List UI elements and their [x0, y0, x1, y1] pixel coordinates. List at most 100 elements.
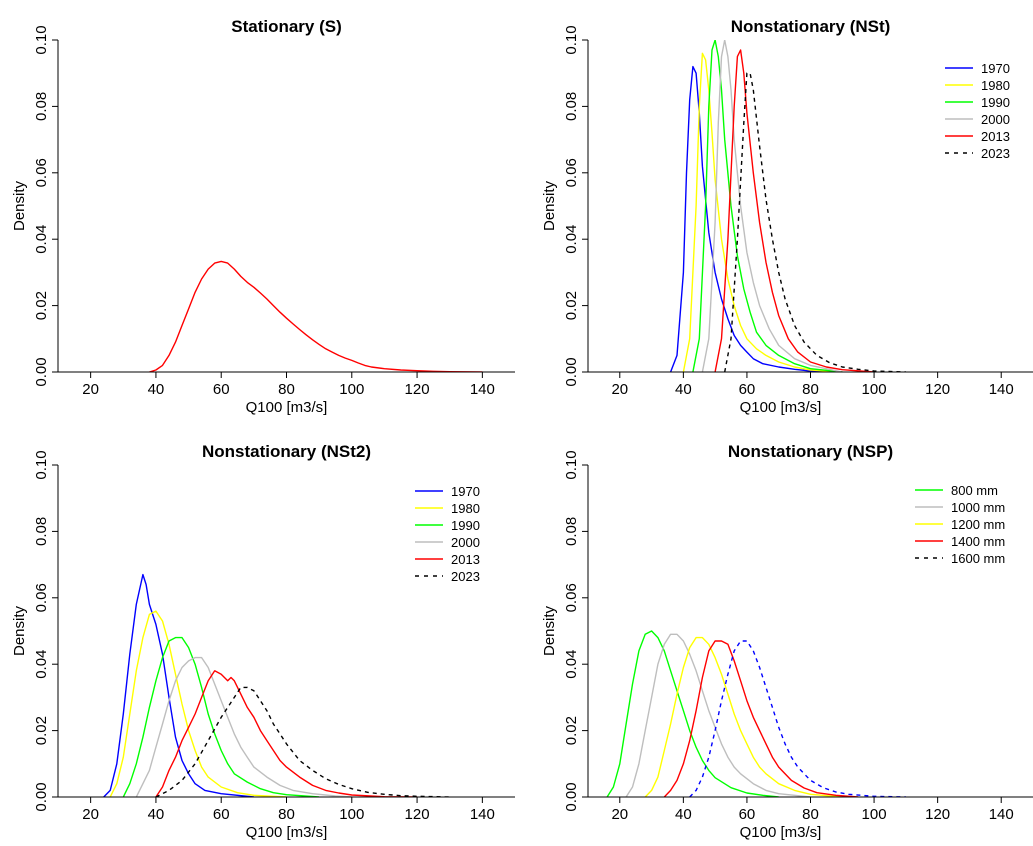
x-tick-label: 80 — [278, 806, 295, 823]
x-tick-label: 100 — [862, 806, 887, 823]
y-tick-label: 0.08 — [33, 92, 50, 121]
x-tick-label: 60 — [213, 381, 230, 398]
series-line — [692, 40, 843, 372]
y-tick-label: 0.10 — [563, 450, 580, 479]
y-axis-label: Density — [541, 180, 558, 231]
panel-stationary: Stationary (S) 20 40 60 80 100 120 140 0.00 0.02 0… — [11, 17, 515, 416]
legend-label: 2000 — [981, 112, 1010, 127]
y-tick-label: 0.00 — [563, 357, 580, 386]
y-tick-label: 0.06 — [563, 158, 580, 187]
x-tick-label: 120 — [405, 806, 430, 823]
legend-label: 1600 mm — [951, 551, 1005, 566]
x-tick-label: 120 — [405, 381, 430, 398]
series-line — [701, 40, 843, 372]
y-tick-label: 0.06 — [563, 583, 580, 612]
x-tick-label: 60 — [739, 381, 756, 398]
legend-label: 800 mm — [951, 483, 998, 498]
series-line — [606, 630, 779, 797]
x-axis-label: Q100 [m3/s] — [246, 824, 328, 841]
legend: 1970 1980 1990 2000 2013 2023 — [945, 61, 1010, 161]
panel-title: Nonstationary (NSt) — [731, 17, 891, 36]
panel-nonstationary-nst: Nonstationary (NSt) 20 40 60 80 100 120 140 0.00… — [541, 17, 1033, 416]
x-tick-label: 40 — [675, 806, 692, 823]
x-tick-label: 120 — [925, 806, 950, 823]
legend: 800 mm 1000 mm 1200 mm 1400 mm 1600 mm — [915, 483, 1005, 566]
series-line — [714, 49, 875, 372]
y-tick-label: 0.00 — [563, 782, 580, 811]
y-tick-label: 0.04 — [33, 225, 50, 254]
x-axis-label: Q100 [m3/s] — [740, 399, 822, 416]
y-axis-label: Density — [11, 605, 28, 656]
legend-label: 1990 — [981, 95, 1010, 110]
y-tick-label: 0.04 — [33, 650, 50, 679]
legend-label: 1980 — [981, 78, 1010, 93]
x-tick-label: 20 — [611, 381, 628, 398]
panel-nonstationary-nsp: Nonstationary (NSP) 20 40 60 80 100 120 140 0.00… — [541, 442, 1033, 841]
legend-label: 1970 — [451, 484, 480, 499]
y-tick-label: 0.06 — [33, 158, 50, 187]
legend-label: 2023 — [981, 146, 1010, 161]
panel-title: Stationary (S) — [231, 17, 342, 36]
legend-label: 1970 — [981, 61, 1010, 76]
x-tick-label: 20 — [82, 381, 99, 398]
series-line — [149, 260, 483, 372]
series-line — [644, 636, 843, 797]
y-tick-label: 0.08 — [563, 92, 580, 121]
legend-label: 1000 mm — [951, 500, 1005, 515]
y-tick-label: 0.00 — [33, 782, 50, 811]
x-tick-label: 100 — [862, 381, 887, 398]
legend-label: 2013 — [451, 552, 480, 567]
x-tick-label: 80 — [802, 381, 819, 398]
series-line — [625, 633, 811, 797]
y-tick-label: 0.00 — [33, 357, 50, 386]
y-tick-label: 0.08 — [563, 517, 580, 546]
panel-title: Nonstationary (NSt2) — [202, 442, 371, 461]
legend-label: 2000 — [451, 535, 480, 550]
legend-label: 1990 — [451, 518, 480, 533]
y-tick-label: 0.04 — [563, 650, 580, 679]
series-line — [109, 610, 287, 797]
series-group — [103, 573, 450, 797]
panel-nonstationary-nst2: Nonstationary (NSt2) 20 40 60 80 100 120 140 0.0… — [11, 442, 515, 841]
x-tick-label: 40 — [148, 381, 165, 398]
x-tick-label: 60 — [213, 806, 230, 823]
x-tick-label: 100 — [339, 381, 364, 398]
x-tick-label: 40 — [148, 806, 165, 823]
y-axis-label: Density — [541, 605, 558, 656]
x-tick-label: 120 — [925, 381, 950, 398]
series-line — [122, 636, 320, 797]
series-line — [669, 65, 843, 372]
series-line — [689, 640, 906, 797]
y-axis-label: Density — [11, 180, 28, 231]
series-line — [724, 72, 906, 372]
x-tick-label: 80 — [802, 806, 819, 823]
y-tick-label: 0.02 — [33, 716, 50, 745]
x-tick-label: 140 — [470, 381, 495, 398]
series-line — [103, 573, 254, 797]
series-group — [149, 260, 483, 372]
series-line — [155, 686, 450, 797]
series-group — [606, 630, 906, 797]
y-tick-label: 0.06 — [33, 583, 50, 612]
x-tick-label: 140 — [989, 381, 1014, 398]
x-tick-label: 140 — [989, 806, 1014, 823]
series-line — [682, 52, 843, 372]
y-tick-label: 0.10 — [33, 450, 50, 479]
x-tick-label: 100 — [339, 806, 364, 823]
x-axis-label: Q100 [m3/s] — [246, 399, 328, 416]
series-line — [135, 656, 352, 797]
series-group — [669, 40, 906, 372]
y-tick-label: 0.02 — [33, 291, 50, 320]
series-line — [155, 670, 418, 797]
series-line — [663, 640, 859, 797]
y-tick-label: 0.10 — [33, 25, 50, 54]
x-tick-label: 140 — [470, 806, 495, 823]
legend-label: 2023 — [451, 569, 480, 584]
legend: 1970 1980 1990 2000 2013 2023 — [415, 484, 480, 584]
x-tick-label: 40 — [675, 381, 692, 398]
y-tick-label: 0.04 — [563, 225, 580, 254]
x-tick-label: 60 — [739, 806, 756, 823]
y-tick-label: 0.10 — [563, 25, 580, 54]
legend-label: 1200 mm — [951, 517, 1005, 532]
